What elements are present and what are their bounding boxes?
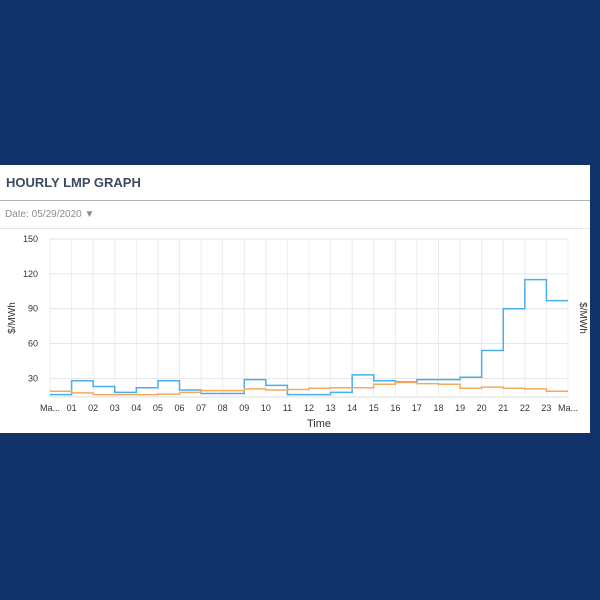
divider <box>0 228 590 229</box>
y-tick-label: 150 <box>23 234 38 244</box>
x-tick-label: 10 <box>261 403 271 413</box>
date-dropdown[interactable]: Date: 05/29/2020 ▼ <box>5 209 94 220</box>
x-tick-label: 04 <box>131 403 141 413</box>
y-tick-label: 90 <box>28 304 38 314</box>
x-tick-label: 16 <box>390 403 400 413</box>
x-tick-label: 21 <box>498 403 508 413</box>
date-label: Date: 05/29/2020 <box>5 209 82 220</box>
x-tick-label: 18 <box>433 403 443 413</box>
x-tick-label: 13 <box>326 403 336 413</box>
x-tick-label: 03 <box>110 403 120 413</box>
x-tick-label: 17 <box>412 403 422 413</box>
x-tick-label: 14 <box>347 403 357 413</box>
y-tick-label: 120 <box>23 269 38 279</box>
y-axis-title: $/MWh <box>7 302 18 334</box>
x-tick-label: 12 <box>304 403 314 413</box>
x-tick-label: 20 <box>477 403 487 413</box>
x-tick-label: 22 <box>520 403 530 413</box>
series-blue-line <box>50 278 568 396</box>
x-tick-label: Ma... <box>40 403 60 413</box>
x-tick-label: 07 <box>196 403 206 413</box>
panel-title: HOURLY LMP GRAPH <box>6 175 141 190</box>
x-tick-label: 19 <box>455 403 465 413</box>
lmp-chart: Ma... 01 02 03 04 05 06 07 08 09 10 11 12 13 14 15 16 17 1… <box>7 234 588 430</box>
x-tick-label: 05 <box>153 403 163 413</box>
x-tick-label: 02 <box>88 403 98 413</box>
x-tick-label: 08 <box>218 403 228 413</box>
y-axis-title-right: $/MWh <box>577 302 588 334</box>
y-tick-label: 60 <box>28 339 38 349</box>
x-tick-label: Ma... <box>558 403 578 413</box>
x-tick-label: 15 <box>369 403 379 413</box>
series-orange-line <box>50 381 568 396</box>
x-axis-title: Time <box>307 418 331 430</box>
caret-down-icon: ▼ <box>84 209 95 220</box>
divider <box>0 200 590 201</box>
x-tick-label: 23 <box>541 403 551 413</box>
hourly-lmp-panel: HOURLY LMP GRAPH Date: 05/29/2020 ▼ Ma..… <box>0 165 590 433</box>
x-tick-label: 01 <box>67 403 77 413</box>
x-tick-label: 11 <box>283 403 292 413</box>
y-tick-label: 30 <box>28 373 38 383</box>
x-tick-label: 09 <box>239 403 249 413</box>
x-tick-label: 06 <box>174 403 184 413</box>
